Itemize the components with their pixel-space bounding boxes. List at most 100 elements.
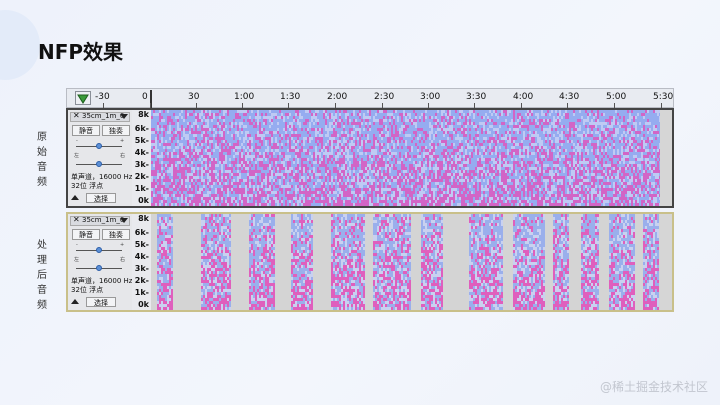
ruler-tick-label: 3:00 <box>420 92 441 102</box>
processed-audio-label: 处理后音频 <box>34 238 50 313</box>
track-format-info: 单声道，16000 Hz <box>71 277 133 285</box>
original-audio-label: 原始音频 <box>34 130 50 190</box>
track-bit-depth-info: 32位 浮点 <box>71 182 104 190</box>
frequency-tick-label: 2k- <box>134 172 149 181</box>
ruler-tick-mark <box>567 103 568 108</box>
ruler-tick-label: 30 <box>188 92 200 102</box>
track-control-panel: ✕ 35cm_1m_0 静音 独奏 - + 左 右 单声道，16000 Hz 3… <box>68 110 133 206</box>
track-name-menu[interactable]: ✕ 35cm_1m_0 <box>70 111 130 122</box>
frequency-scale: 8k 6k- 5k- 4k- 3k- 2k- 1k- 0k <box>132 110 152 206</box>
ruler-tick-label: 1:30 <box>280 92 301 102</box>
spectrogram-canvas <box>151 110 660 206</box>
frequency-tick-label: 4k- <box>134 252 149 261</box>
frequency-tick-label: 6k- <box>134 124 149 133</box>
gain-plus-label: + <box>120 242 125 248</box>
ruler-tick-mark <box>242 103 243 108</box>
frequency-tick-label: 8k <box>138 110 149 119</box>
ruler-tick-label: 4:00 <box>513 92 534 102</box>
gain-slider-thumb[interactable] <box>96 247 102 253</box>
ruler-tick-mark <box>288 103 289 108</box>
play-triangle-icon <box>77 94 89 104</box>
frequency-tick-label: 8k <box>138 214 149 223</box>
pan-left-label: 左 <box>74 153 80 159</box>
playhead-cursor[interactable] <box>150 90 152 108</box>
close-track-icon[interactable]: ✕ <box>73 111 80 120</box>
watermark: @稀土掘金技术社区 <box>599 380 708 394</box>
ruler-tick-mark <box>614 103 615 108</box>
frequency-tick-label: 1k- <box>134 184 149 193</box>
ruler-tick-mark <box>661 103 662 108</box>
spectrogram[interactable] <box>151 214 660 310</box>
ruler-tick-label: 1:00 <box>234 92 255 102</box>
solo-button[interactable]: 独奏 <box>102 125 130 136</box>
mute-button[interactable]: 静音 <box>72 125 100 136</box>
label-char: 处 <box>37 240 47 251</box>
track-processed[interactable]: ✕ 35cm_1m_0 静音 独奏 - + 左 右 单声道，16000 Hz 3… <box>66 212 674 312</box>
spectrogram[interactable] <box>151 110 660 206</box>
solo-button[interactable]: 独奏 <box>102 229 130 240</box>
select-track-button[interactable]: 选择 <box>86 297 116 307</box>
track-name: 35cm_1m_0 <box>82 216 125 224</box>
frequency-tick-label: 3k- <box>134 264 149 273</box>
ruler-tick-mark <box>428 103 429 108</box>
timeline-ruler[interactable]: -30 0 30 1:00 1:30 2:00 2:30 3:00 3:30 4:00 4:30 5:… <box>66 88 674 108</box>
frequency-tick-label: 1k- <box>134 288 149 297</box>
label-char: 原 <box>37 132 47 143</box>
frequency-tick-label: 0k <box>138 300 149 309</box>
gain-plus-label: + <box>120 138 125 144</box>
track-format-info: 单声道，16000 Hz <box>71 173 133 181</box>
chevron-down-icon[interactable] <box>120 114 128 119</box>
pan-left-label: 左 <box>74 257 80 263</box>
ruler-tick-mark <box>196 103 197 108</box>
gain-slider-thumb[interactable] <box>96 143 102 149</box>
frequency-tick-label: 5k- <box>134 240 149 249</box>
ruler-tick-label: 0 <box>142 92 148 102</box>
select-track-button[interactable]: 选择 <box>86 193 116 203</box>
ruler-tick-mark <box>103 103 104 108</box>
decorative-blob <box>0 10 40 80</box>
frequency-tick-label: 0k <box>138 196 149 205</box>
play-region-button[interactable] <box>75 91 91 105</box>
ruler-tick-label: 5:30 <box>653 92 674 102</box>
ruler-tick-label: -30 <box>95 92 110 102</box>
frequency-scale: 8k 6k- 5k- 4k- 3k- 2k- 1k- 0k <box>132 214 152 310</box>
label-char: 理 <box>37 255 47 266</box>
frequency-tick-label: 2k- <box>134 276 149 285</box>
pan-slider-thumb[interactable] <box>96 265 102 271</box>
ruler-tick-label: 4:30 <box>559 92 580 102</box>
track-bit-depth-info: 32位 浮点 <box>71 286 104 294</box>
gain-minus-label: - <box>76 138 78 144</box>
gain-minus-label: - <box>76 242 78 248</box>
slide-title: NFP效果 <box>38 40 124 64</box>
ruler-tick-mark <box>150 103 151 108</box>
label-char: 频 <box>37 300 47 311</box>
label-char: 始 <box>37 147 47 158</box>
collapse-track-icon[interactable] <box>71 195 79 200</box>
mute-button[interactable]: 静音 <box>72 229 100 240</box>
chevron-down-icon[interactable] <box>120 218 128 223</box>
label-char: 音 <box>37 285 47 296</box>
ruler-tick-mark <box>335 103 336 108</box>
ruler-tick-label: 3:30 <box>466 92 487 102</box>
frequency-tick-label: 4k- <box>134 148 149 157</box>
pan-right-label: 右 <box>120 153 126 159</box>
track-name-menu[interactable]: ✕ 35cm_1m_0 <box>70 215 130 226</box>
frequency-tick-label: 3k- <box>134 160 149 169</box>
ruler-tick-label: 2:30 <box>374 92 395 102</box>
pan-slider-thumb[interactable] <box>96 161 102 167</box>
track-control-panel: ✕ 35cm_1m_0 静音 独奏 - + 左 右 单声道，16000 Hz 3… <box>68 214 133 310</box>
track-original[interactable]: ✕ 35cm_1m_0 静音 独奏 - + 左 右 单声道，16000 Hz 3… <box>66 108 674 208</box>
spectrogram-canvas <box>151 214 660 310</box>
frequency-tick-label: 5k- <box>134 136 149 145</box>
close-track-icon[interactable]: ✕ <box>73 215 80 224</box>
label-char: 后 <box>37 270 47 281</box>
pan-right-label: 右 <box>120 257 126 263</box>
audio-editor-window: -30 0 30 1:00 1:30 2:00 2:30 3:00 3:30 4:00 4:30 5:… <box>66 88 674 312</box>
collapse-track-icon[interactable] <box>71 299 79 304</box>
ruler-tick-mark <box>382 103 383 108</box>
track-name: 35cm_1m_0 <box>82 112 125 120</box>
label-char: 频 <box>37 177 47 188</box>
frequency-tick-label: 6k- <box>134 228 149 237</box>
ruler-tick-label: 2:00 <box>327 92 348 102</box>
label-char: 音 <box>37 162 47 173</box>
